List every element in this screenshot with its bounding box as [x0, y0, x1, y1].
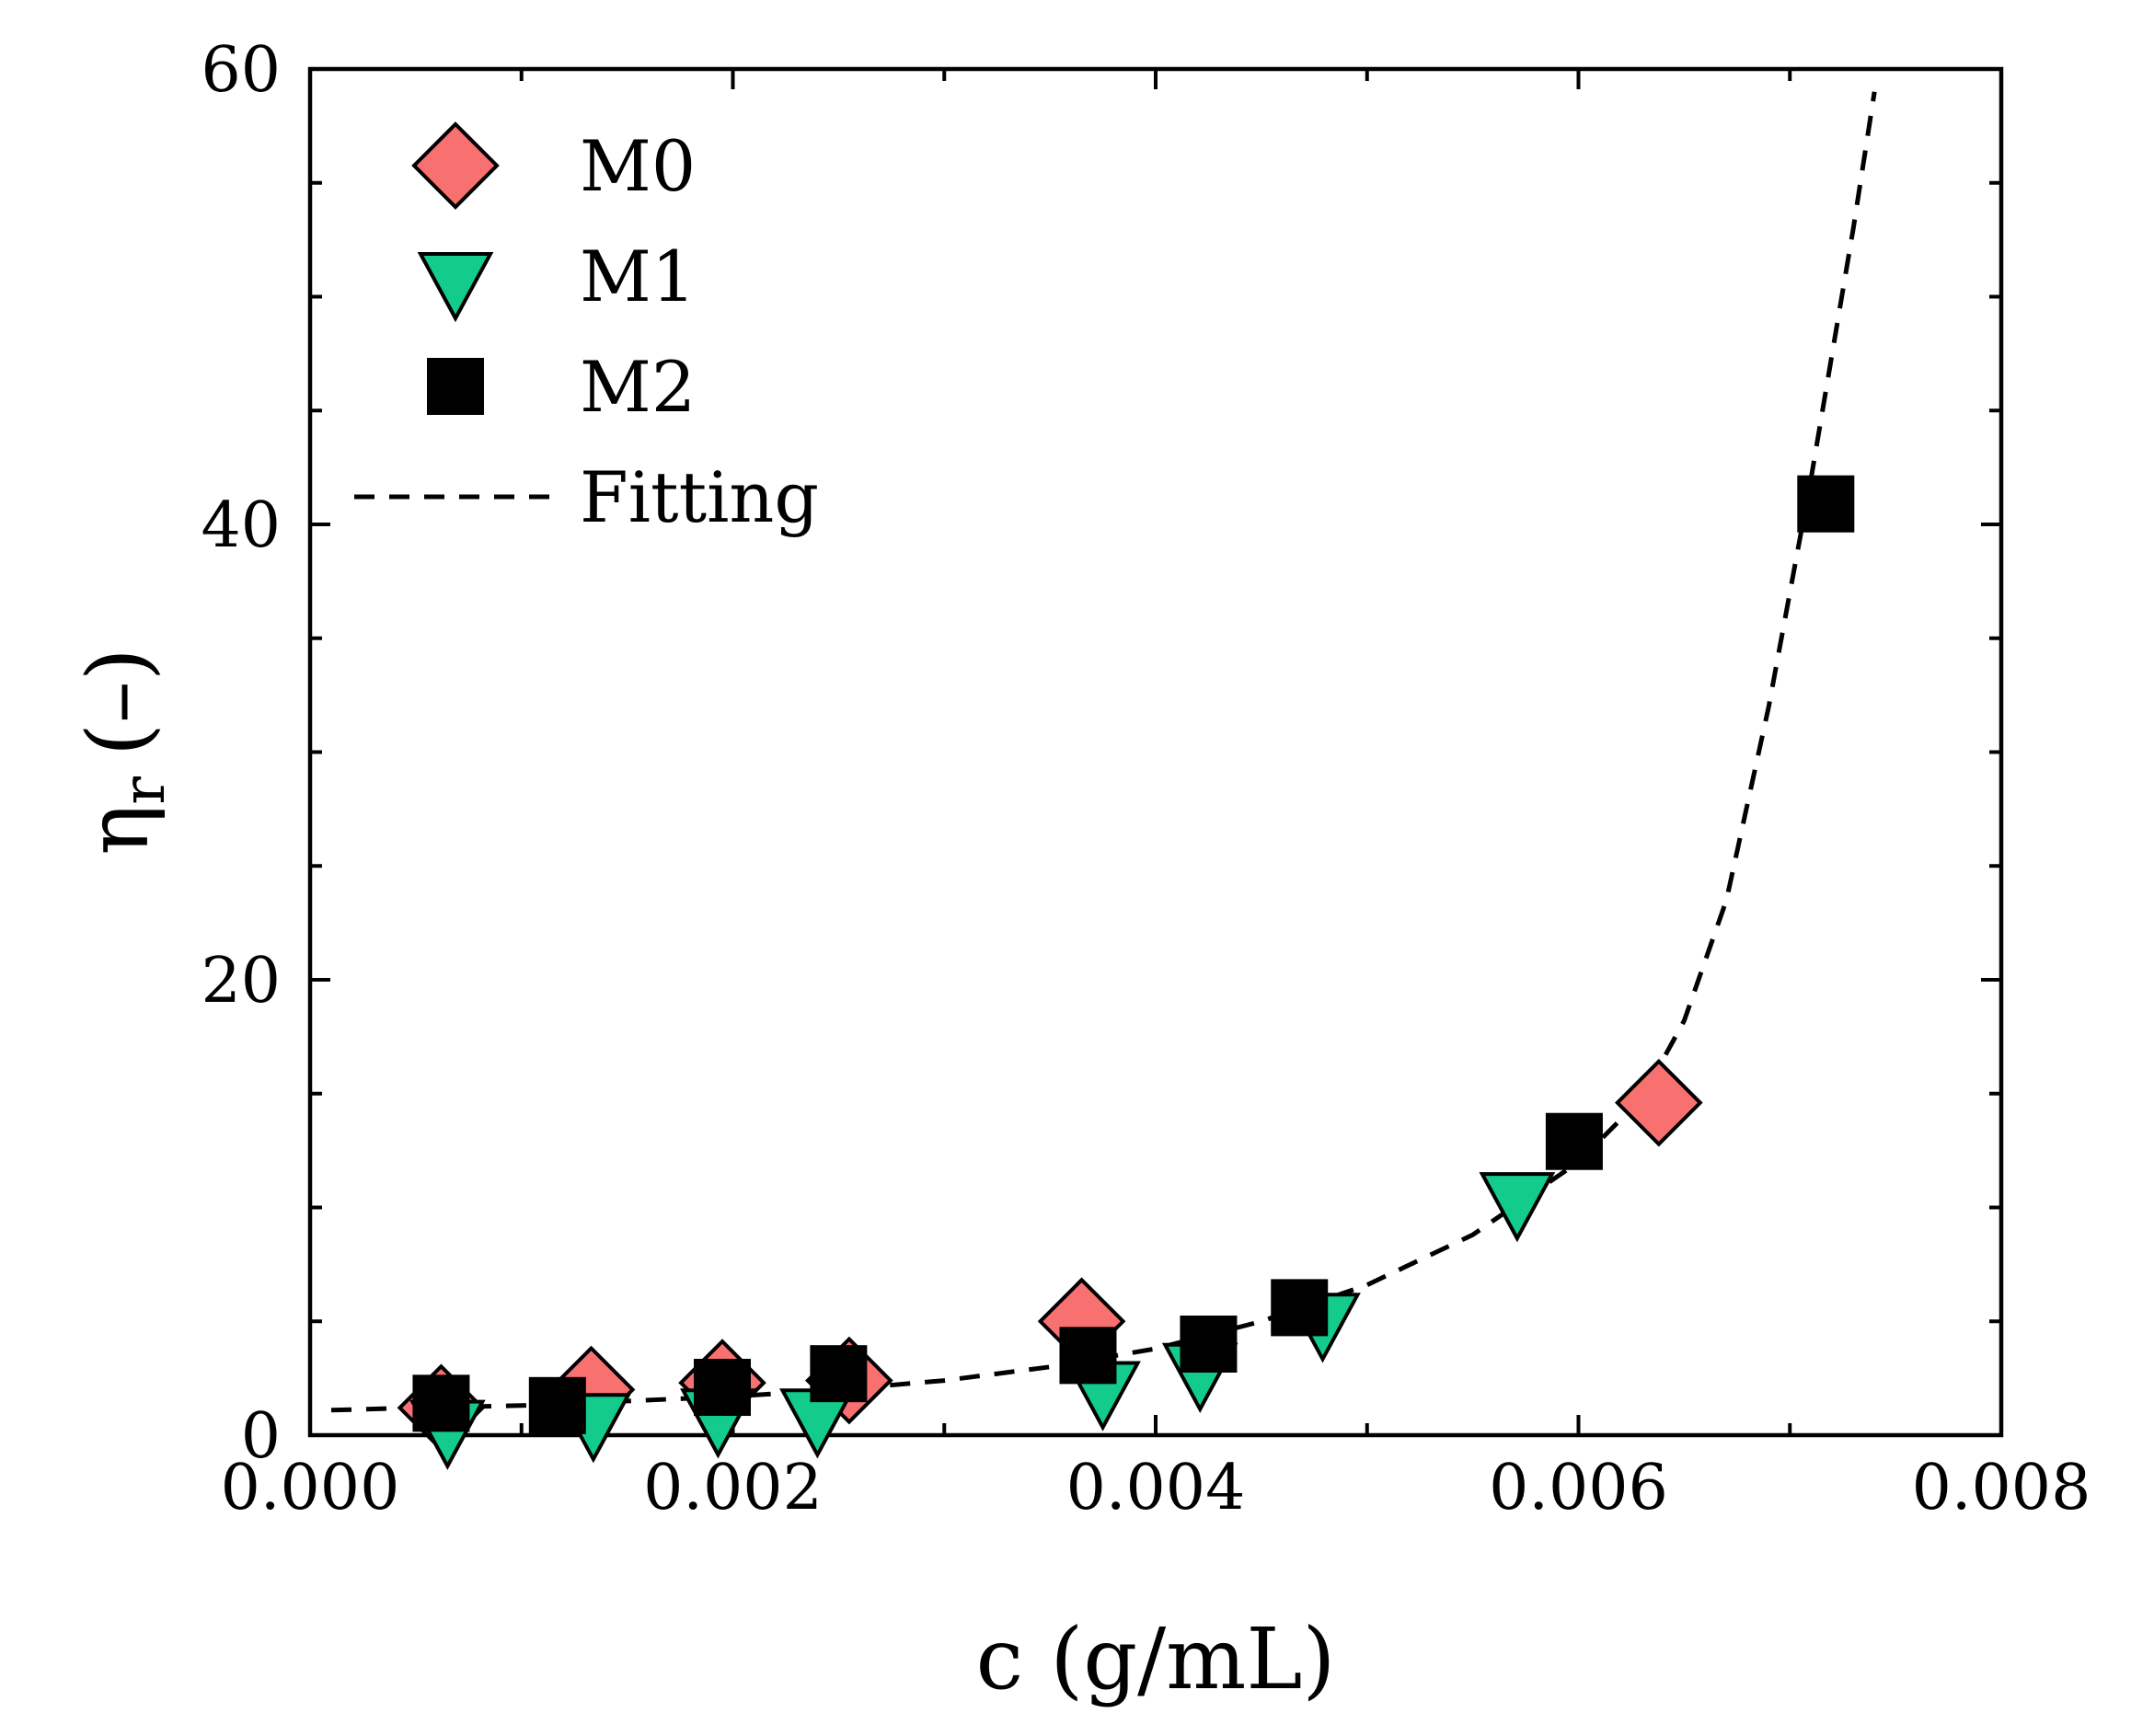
- data-point-m2: [1797, 475, 1855, 533]
- x-tick-label: 0.006: [1489, 1452, 1668, 1524]
- legend-label-m0: M0: [580, 125, 696, 207]
- legend-marker-m2: [427, 358, 484, 415]
- legend-label-fitting: Fitting: [580, 456, 819, 538]
- data-point-m2: [1180, 1316, 1238, 1373]
- data-point-m2: [528, 1376, 586, 1434]
- y-tick-label: 40: [201, 489, 281, 562]
- data-point-m2: [1545, 1112, 1603, 1170]
- data-point-m2: [1271, 1279, 1329, 1337]
- data-point-m2: [694, 1359, 752, 1417]
- y-axis-subscript: r: [110, 776, 179, 805]
- data-point-m2: [1059, 1327, 1117, 1385]
- plot-area: [307, 66, 2004, 1438]
- x-axis-title: c (g/mL): [976, 1610, 1336, 1708]
- tick-labels: 0.000 0.002 0.004 0.006 0.008 0 20 40 60: [201, 34, 2091, 1524]
- legend-label-m1: M1: [580, 236, 696, 317]
- data-point-m1: [1479, 1172, 1556, 1243]
- y-tick-label: 20: [201, 945, 281, 1017]
- x-tick-label: 0.008: [1912, 1452, 2091, 1524]
- data-point-m0: [1614, 1058, 1703, 1147]
- y-tick-label: 0: [241, 1400, 281, 1473]
- markers-layer: [397, 475, 1855, 1470]
- y-axis-title: ηr (–): [69, 648, 179, 856]
- data-point-m2: [412, 1374, 470, 1432]
- y-tick-label: 60: [201, 34, 281, 107]
- legend: M0 M1 M2 Fitting: [354, 121, 819, 538]
- svg-text:ηr(–): ηr (–): [69, 648, 179, 856]
- legend-marker-m0: [411, 121, 500, 210]
- x-tick-label: 0.002: [643, 1452, 823, 1524]
- y-axis-symbol: η: [69, 805, 167, 856]
- x-tick-label: 0.004: [1066, 1452, 1246, 1524]
- axis-ticks: [308, 67, 2003, 1437]
- legend-label-m2: M2: [580, 346, 696, 428]
- data-point-m2: [810, 1345, 868, 1403]
- x-tick-label: 0.000: [221, 1452, 400, 1524]
- legend-marker-m1: [417, 252, 494, 323]
- y-axis-unit: (–): [69, 648, 167, 756]
